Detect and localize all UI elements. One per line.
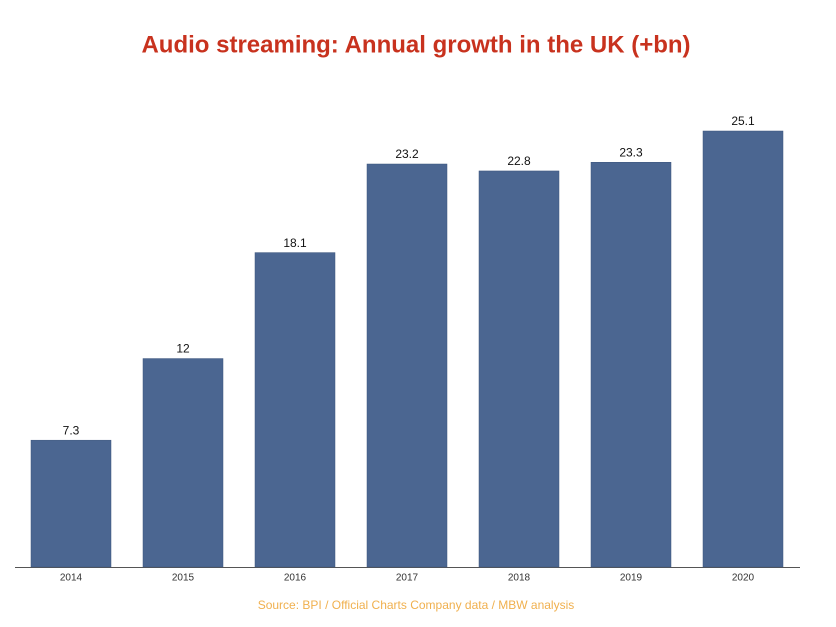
x-tick-label: 2016 [284, 573, 307, 584]
x-tick-label: 2017 [396, 573, 419, 584]
x-tick-label: 2014 [60, 573, 83, 584]
value-label: 23.3 [619, 145, 643, 159]
x-tick-label: 2018 [508, 573, 531, 584]
x-tick-label: 2015 [172, 573, 195, 584]
x-tick-label: 2019 [620, 573, 643, 584]
bar [702, 130, 784, 568]
value-label: 23.2 [395, 147, 419, 161]
value-label: 22.8 [507, 154, 531, 168]
bar [478, 170, 560, 568]
bar [590, 162, 672, 568]
bar [254, 252, 336, 568]
value-label: 18.1 [283, 236, 307, 250]
value-label: 7.3 [63, 423, 80, 437]
value-label: 25.1 [731, 114, 755, 128]
x-tick-label: 2020 [732, 573, 755, 584]
bar [30, 439, 112, 568]
chart-title: Audio streaming: Annual growth in the UK… [141, 31, 690, 58]
bar [142, 358, 224, 568]
value-label: 12 [176, 342, 190, 356]
source-note: Source: BPI / Official Charts Company da… [258, 598, 575, 612]
bar [366, 163, 448, 568]
